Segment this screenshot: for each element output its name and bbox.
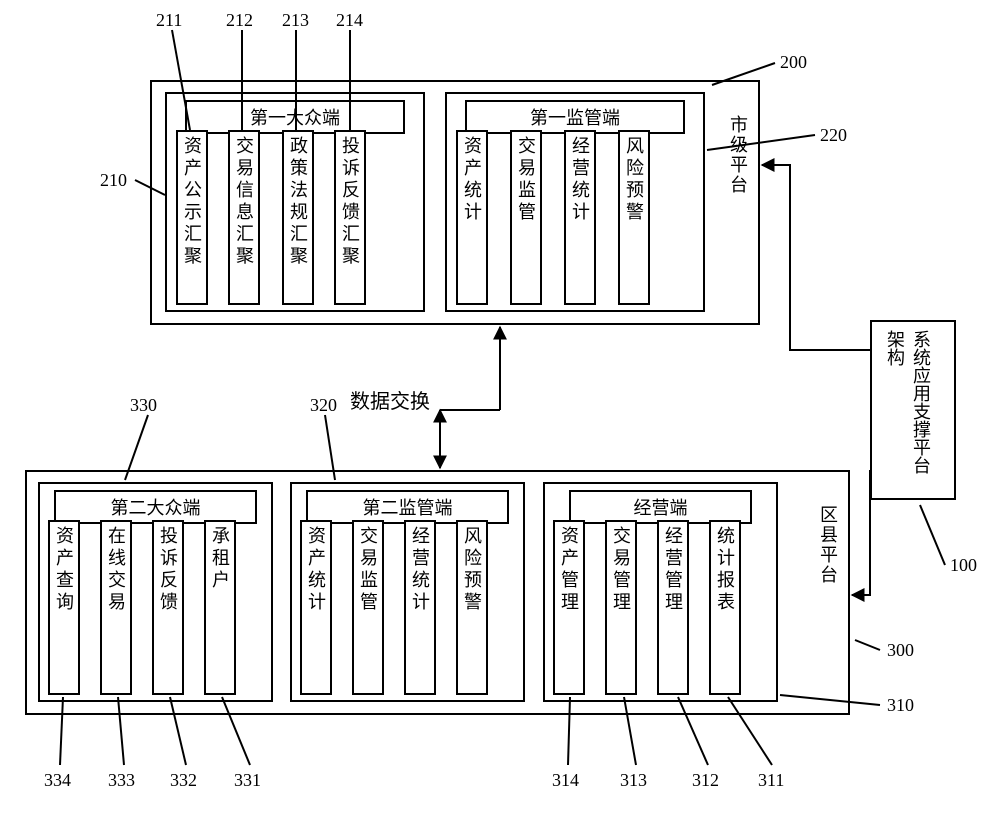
group-330-title: 第二大众端 (54, 490, 257, 524)
col-214: 投诉反馈汇聚 (334, 130, 366, 305)
num-313: 313 (620, 770, 647, 791)
col-320-2: 交易监管 (352, 520, 384, 695)
num-300: 300 (887, 640, 914, 661)
col-333: 在线交易 (100, 520, 132, 695)
num-100: 100 (950, 555, 977, 576)
col-220-1: 资产统计 (456, 130, 488, 305)
num-213: 213 (282, 10, 309, 31)
col-320-1: 资产统计 (300, 520, 332, 695)
num-334: 334 (44, 770, 71, 791)
col-334: 资产查询 (48, 520, 80, 695)
support-box-text: 系统应用支撑平台架构 (872, 322, 944, 498)
num-333: 333 (108, 770, 135, 791)
num-331: 331 (234, 770, 261, 791)
num-311: 311 (758, 770, 784, 791)
num-332: 332 (170, 770, 197, 791)
num-200: 200 (780, 52, 807, 73)
col-320-4: 风险预警 (456, 520, 488, 695)
num-214: 214 (336, 10, 363, 31)
district-platform-vlabel: 区县平台 (815, 505, 841, 585)
col-313: 交易管理 (605, 520, 637, 695)
num-212: 212 (226, 10, 253, 31)
col-320-3: 经营统计 (404, 520, 436, 695)
col-331: 承租户 (204, 520, 236, 695)
col-212: 交易信息汇聚 (228, 130, 260, 305)
num-330: 330 (130, 395, 157, 416)
num-210: 210 (100, 170, 127, 191)
col-213: 政策法规汇聚 (282, 130, 314, 305)
col-332: 投诉反馈 (152, 520, 184, 695)
city-platform-vlabel: 市级平台 (725, 115, 751, 195)
col-211: 资产公示汇聚 (176, 130, 208, 305)
group-210-title: 第一大众端 (185, 100, 405, 134)
col-311: 统计报表 (709, 520, 741, 695)
col-220-4: 风险预警 (618, 130, 650, 305)
col-220-2: 交易监管 (510, 130, 542, 305)
group-220-title: 第一监管端 (465, 100, 685, 134)
num-320: 320 (310, 395, 337, 416)
col-220-3: 经营统计 (564, 130, 596, 305)
num-220: 220 (820, 125, 847, 146)
group-310-title: 经营端 (569, 490, 752, 524)
support-box: 系统应用支撑平台架构 (870, 320, 956, 500)
num-312: 312 (692, 770, 719, 791)
num-314: 314 (552, 770, 579, 791)
group-320-title: 第二监管端 (306, 490, 509, 524)
col-314: 资产管理 (553, 520, 585, 695)
col-312: 经营管理 (657, 520, 689, 695)
num-211: 211 (156, 10, 182, 31)
exchange-label: 数据交换 (350, 385, 430, 414)
num-310: 310 (887, 695, 914, 716)
